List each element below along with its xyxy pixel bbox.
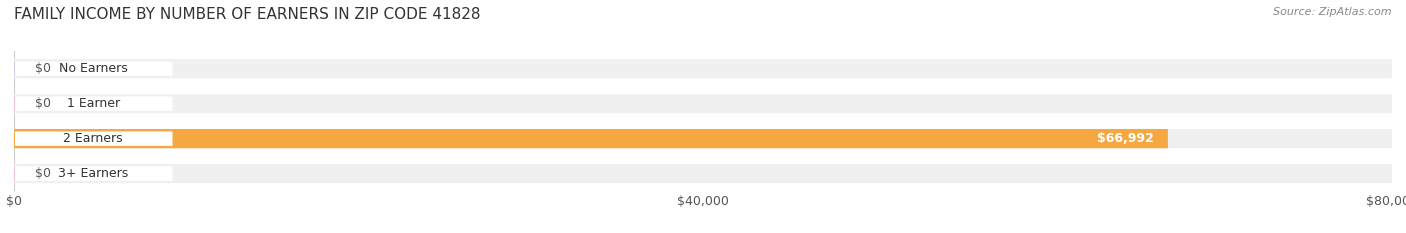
FancyBboxPatch shape xyxy=(14,96,173,111)
FancyBboxPatch shape xyxy=(14,129,1392,148)
Text: $0: $0 xyxy=(35,62,51,75)
FancyBboxPatch shape xyxy=(14,94,1392,113)
FancyBboxPatch shape xyxy=(14,59,1392,78)
FancyBboxPatch shape xyxy=(14,164,1392,183)
Text: $0: $0 xyxy=(35,167,51,180)
Text: No Earners: No Earners xyxy=(59,62,128,75)
FancyBboxPatch shape xyxy=(14,166,173,181)
Text: $0: $0 xyxy=(35,97,51,110)
Text: Source: ZipAtlas.com: Source: ZipAtlas.com xyxy=(1274,7,1392,17)
Text: 3+ Earners: 3+ Earners xyxy=(58,167,128,180)
Text: 2 Earners: 2 Earners xyxy=(63,132,124,145)
Text: 1 Earner: 1 Earner xyxy=(66,97,120,110)
Text: $66,992: $66,992 xyxy=(1097,132,1154,145)
FancyBboxPatch shape xyxy=(14,131,173,146)
Text: FAMILY INCOME BY NUMBER OF EARNERS IN ZIP CODE 41828: FAMILY INCOME BY NUMBER OF EARNERS IN ZI… xyxy=(14,7,481,22)
FancyBboxPatch shape xyxy=(14,62,173,76)
FancyBboxPatch shape xyxy=(14,129,1168,148)
